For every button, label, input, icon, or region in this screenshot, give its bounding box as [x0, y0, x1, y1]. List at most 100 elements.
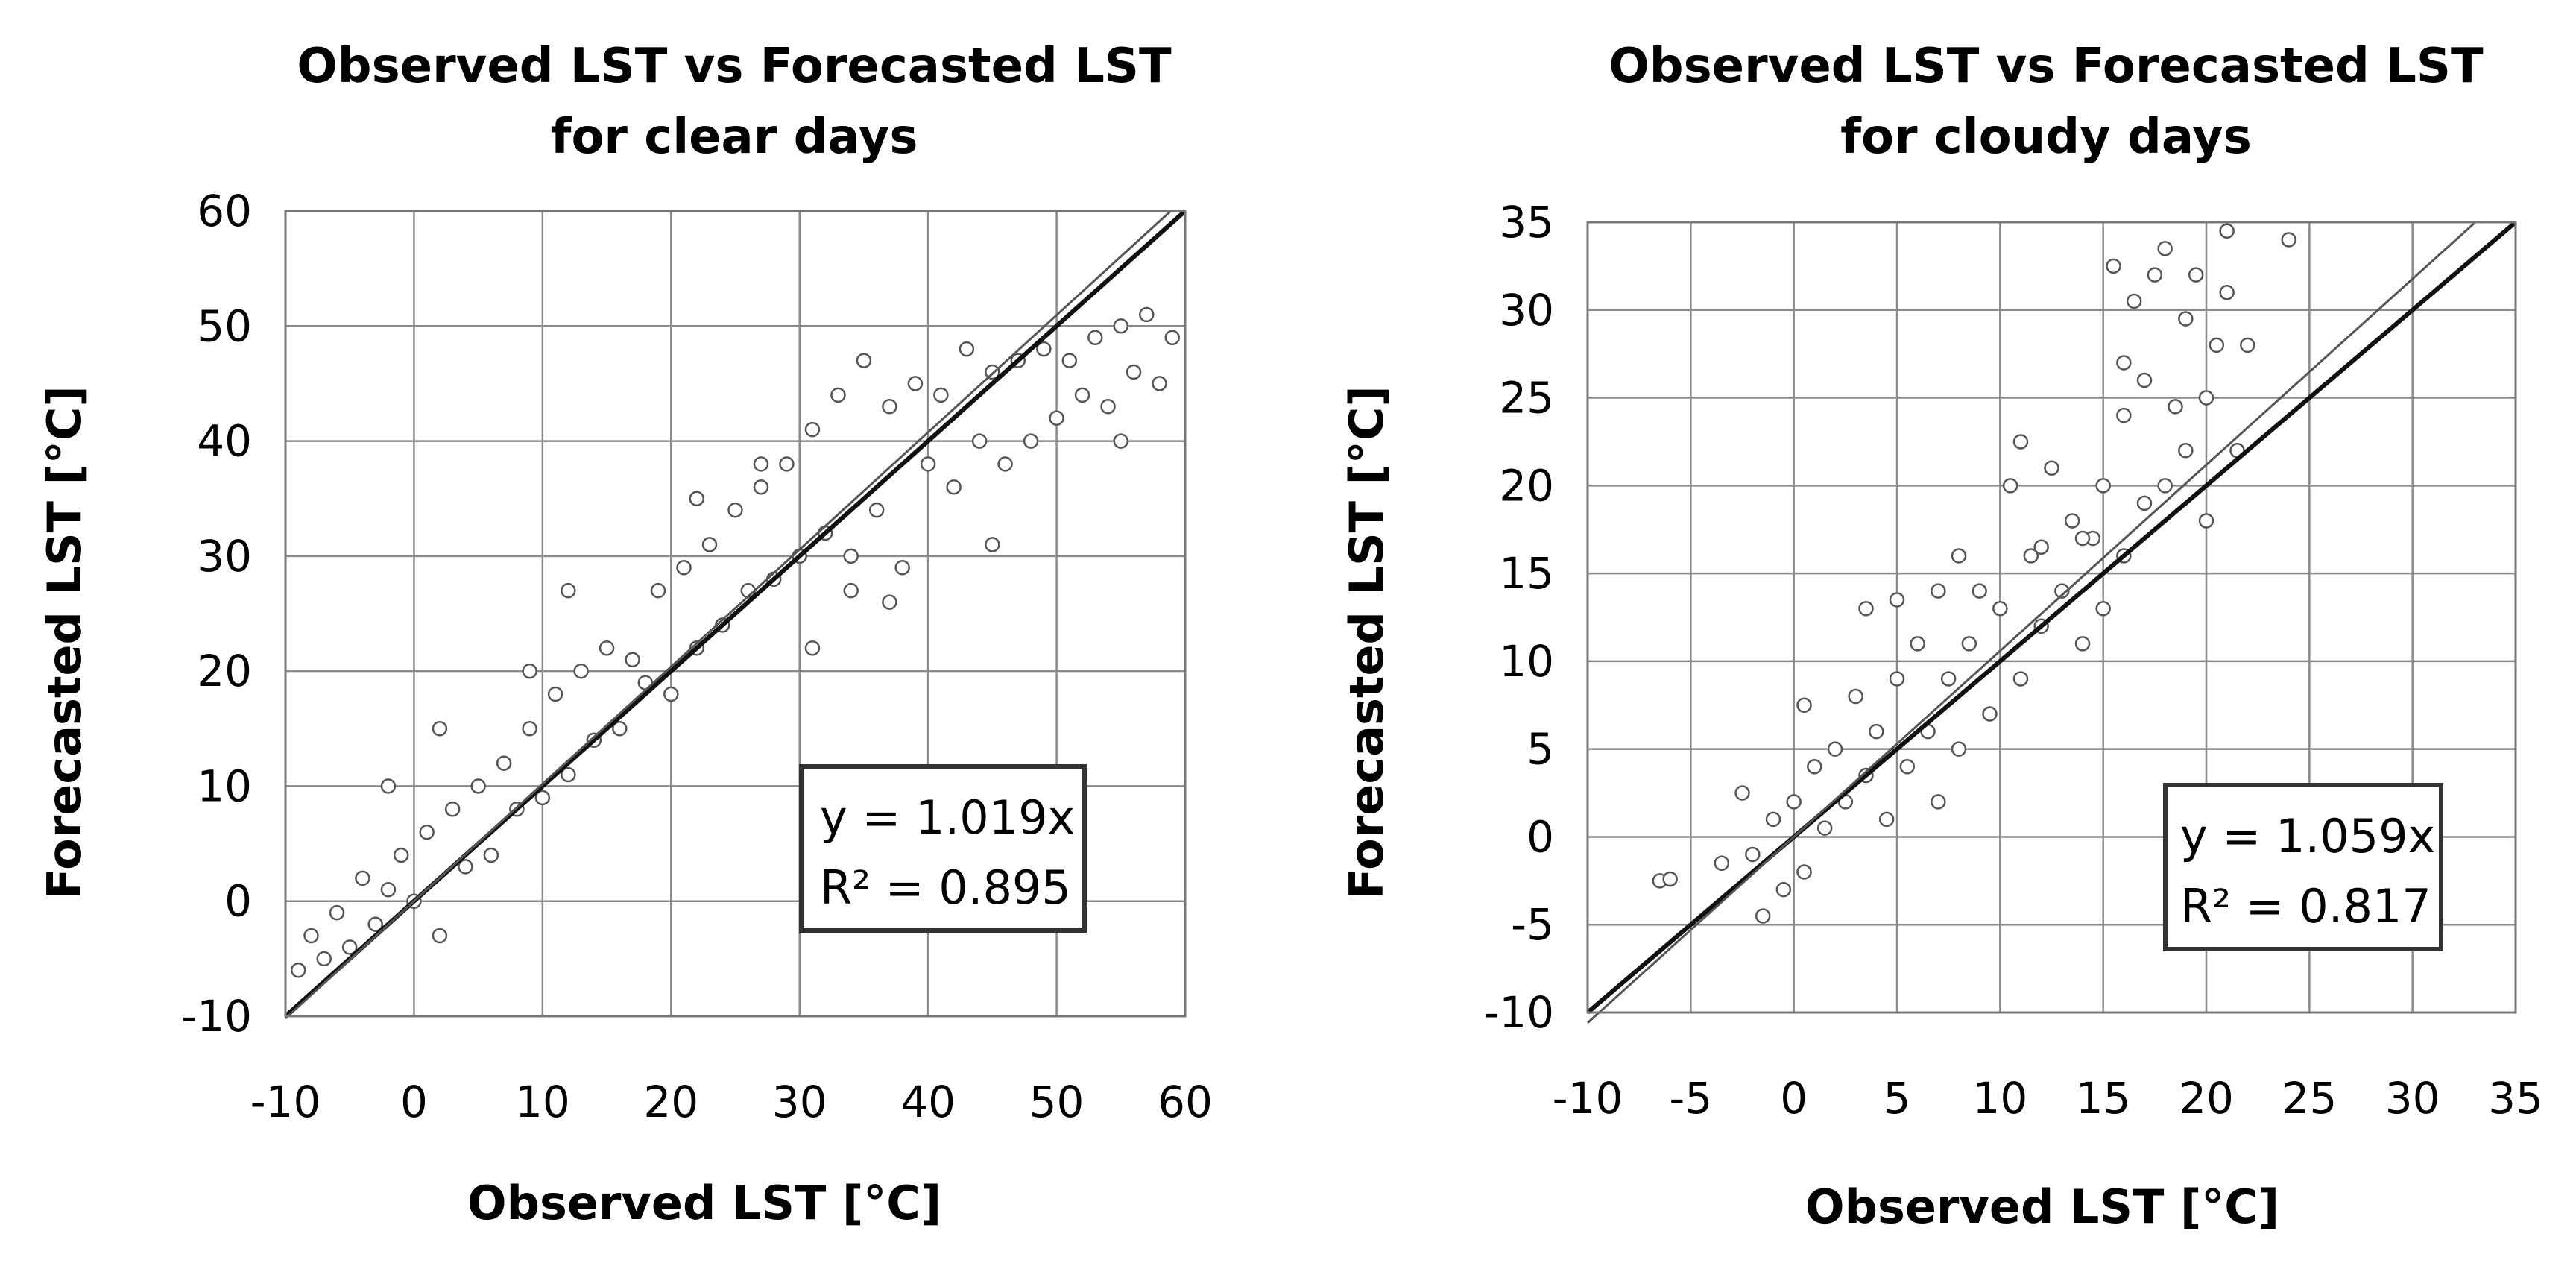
data-point: [2209, 337, 2225, 353]
data-point: [2064, 513, 2080, 529]
data-point: [2219, 284, 2235, 300]
data-point: [1796, 864, 1812, 880]
data-point: [830, 387, 846, 403]
y-tick-label: 40: [197, 416, 252, 467]
data-point: [1061, 353, 1078, 368]
data-point: [432, 721, 448, 737]
data-point: [1765, 811, 1781, 828]
data-point: [2095, 478, 2111, 494]
data-point: [1049, 410, 1064, 426]
data-point: [534, 790, 551, 806]
data-point: [804, 640, 821, 656]
x-tick-label: 50: [1029, 1077, 1085, 1127]
data-point: [2106, 258, 2121, 274]
fit-lines: [1586, 220, 2517, 1024]
data-point: [496, 755, 512, 771]
data-point: [920, 456, 936, 472]
data-point: [522, 663, 537, 679]
data-point: [2281, 232, 2296, 248]
data-point: [907, 376, 924, 391]
data-point: [1113, 318, 1129, 334]
chart-title-line-2: for clear days: [551, 110, 918, 165]
data-point: [882, 399, 897, 415]
trend-line: [1586, 221, 2477, 1024]
data-point: [1910, 636, 1925, 652]
data-point: [561, 582, 576, 599]
data-point: [1889, 592, 1905, 608]
data-point: [1745, 846, 1761, 863]
data-point: [483, 847, 499, 863]
data-point: [380, 778, 397, 794]
data-point: [2219, 223, 2235, 239]
data-point: [1899, 758, 1916, 775]
data-point: [1755, 908, 1771, 924]
data-point: [419, 824, 435, 840]
data-point: [1931, 794, 1946, 810]
data-point: [341, 939, 358, 955]
y-tick-label: 35: [1499, 197, 1554, 248]
data-point: [1775, 881, 1792, 898]
y-tick-label: 10: [1499, 636, 1554, 687]
x-tick-label: 30: [2385, 1073, 2440, 1124]
y-tick-label: 50: [197, 300, 252, 351]
data-point: [2147, 267, 2163, 283]
data-point: [753, 479, 769, 495]
scatter-points: [290, 306, 1181, 978]
x-tick-label: 0: [1780, 1073, 1808, 1124]
data-point: [1139, 306, 1155, 323]
x-tick-label: 15: [2076, 1073, 2131, 1124]
data-point: [971, 433, 988, 449]
data-point: [2157, 478, 2173, 494]
plot-area-border: [1586, 221, 2517, 1014]
data-point: [894, 560, 910, 576]
x-axis-label: Observed LST [°C]: [467, 1176, 941, 1230]
chart-cloudy-days: Observed LST vs Forecasted LST for cloud…: [1339, 39, 2543, 1234]
data-point: [1889, 671, 1905, 687]
data-point: [882, 594, 897, 610]
chart-title-line-2: for cloudy days: [1840, 110, 2252, 165]
data-point: [2012, 434, 2029, 450]
data-point: [625, 652, 640, 667]
data-point: [663, 686, 679, 702]
x-tick-label: 60: [1158, 1077, 1213, 1127]
x-tick-label: 10: [515, 1077, 570, 1127]
y-tick-label: 5: [1527, 724, 1554, 775]
x-tick-label: -10: [250, 1077, 321, 1127]
data-point: [959, 341, 975, 357]
y-axis-label: Forecasted LST [°C]: [1339, 385, 1394, 899]
data-point: [1961, 636, 1977, 652]
data-point: [470, 778, 486, 794]
data-point: [316, 951, 332, 967]
data-point: [1100, 399, 1116, 415]
x-tick-label: -10: [1553, 1073, 1623, 1124]
data-point: [444, 802, 461, 817]
data-point: [2033, 539, 2049, 555]
x-tick-label: 40: [900, 1077, 956, 1127]
data-point: [856, 353, 872, 368]
data-point: [1951, 548, 1967, 564]
chart-title-line-1: Observed LST vs Forecasted LST: [297, 39, 1172, 94]
data-point: [2136, 495, 2153, 511]
data-point: [843, 582, 859, 599]
trend-equation: y = 1.019x: [820, 790, 1075, 845]
data-point: [2116, 355, 2132, 371]
y-tick-label: -5: [1511, 899, 1554, 950]
y-tick-label: -10: [1483, 987, 1554, 1038]
x-tick-label: 25: [2282, 1073, 2337, 1124]
y-tick-labels: -10 0 10 20 30 40 50 60: [181, 186, 252, 1042]
y-tick-labels: -10 -5 0 5 10 15 20 25 30 35: [1483, 197, 1554, 1038]
data-point: [1992, 600, 2008, 617]
data-point: [868, 502, 885, 518]
x-tick-label: 20: [2179, 1073, 2234, 1124]
x-tick-label: 20: [643, 1077, 698, 1127]
x-tick-labels: -10 0 10 20 30 40 50 60: [250, 1077, 1213, 1127]
data-point: [1152, 376, 1167, 391]
data-point: [933, 387, 949, 403]
data-point: [1734, 785, 1750, 801]
y-tick-label: 0: [1527, 811, 1554, 862]
data-point: [1662, 871, 1678, 887]
data-point: [1023, 433, 1039, 449]
data-point: [2198, 513, 2214, 529]
data-point: [522, 721, 537, 737]
trend-equation: y = 1.059x: [2180, 809, 2435, 863]
